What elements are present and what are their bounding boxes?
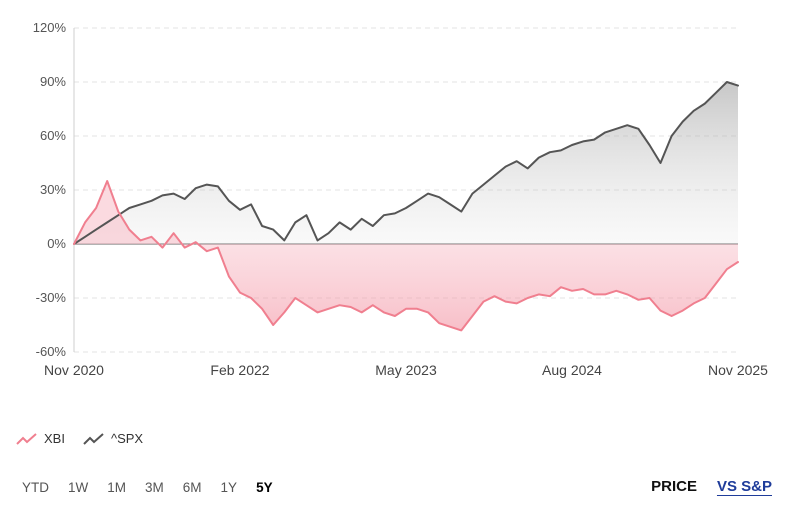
y-tick-label: -30% [36, 290, 67, 305]
range-3m-button[interactable]: 3M [145, 480, 164, 495]
price-mode-button[interactable]: PRICE [651, 478, 697, 495]
y-tick-label: 60% [40, 128, 66, 143]
series-lines [73, 81, 739, 332]
legend-item-xbi[interactable]: XBI [16, 431, 65, 446]
line-chart-icon [16, 432, 37, 445]
range-1w-button[interactable]: 1W [68, 480, 89, 495]
vs-sp-mode-button[interactable]: VS S&P [716, 478, 772, 495]
x-tick-label: May 2023 [375, 362, 437, 378]
range-1m-button[interactable]: 1M [107, 480, 127, 495]
y-tick-label: 30% [40, 182, 66, 197]
x-axis-ticks: Nov 2020 Feb 2022 May 2023 Aug 2024 Nov 2025 [44, 362, 768, 378]
y-tick-label: -60% [36, 344, 67, 359]
view-mode-selector: PRICE VS S&P [651, 478, 772, 495]
legend-item-spx[interactable]: ^SPX [83, 431, 143, 446]
area-fills [74, 82, 738, 331]
time-range-selector: YTD 1W 1M 3M 6M 1Y 5Y [22, 480, 273, 495]
y-tick-label: 120% [33, 20, 67, 35]
comparison-chart: 120% 90% 60% 30% 0% -30% -60% Nov 2020 Feb 2022… [33, 20, 768, 378]
range-ytd-button[interactable]: YTD [22, 480, 49, 495]
area-xbi-below [74, 244, 738, 331]
y-tick-label: 0% [47, 236, 66, 251]
legend: XBI ^SPX [16, 431, 143, 446]
line-chart-icon [83, 432, 104, 445]
range-1y-button[interactable]: 1Y [220, 480, 238, 495]
y-axis-ticks: 120% 90% 60% 30% 0% -30% -60% [33, 20, 67, 359]
x-tick-label: Nov 2020 [44, 362, 104, 378]
x-tick-label: Feb 2022 [210, 362, 269, 378]
x-tick-label: Nov 2025 [708, 362, 768, 378]
y-tick-label: 90% [40, 74, 66, 89]
series-line-xbi [73, 180, 739, 332]
range-5y-button[interactable]: 5Y [256, 480, 273, 495]
x-tick-label: Aug 2024 [542, 362, 602, 378]
legend-label: XBI [44, 431, 65, 446]
legend-label: ^SPX [110, 431, 144, 446]
range-6m-button[interactable]: 6M [182, 480, 202, 495]
series-line-spx [73, 81, 739, 245]
area-spx-above [74, 82, 738, 244]
